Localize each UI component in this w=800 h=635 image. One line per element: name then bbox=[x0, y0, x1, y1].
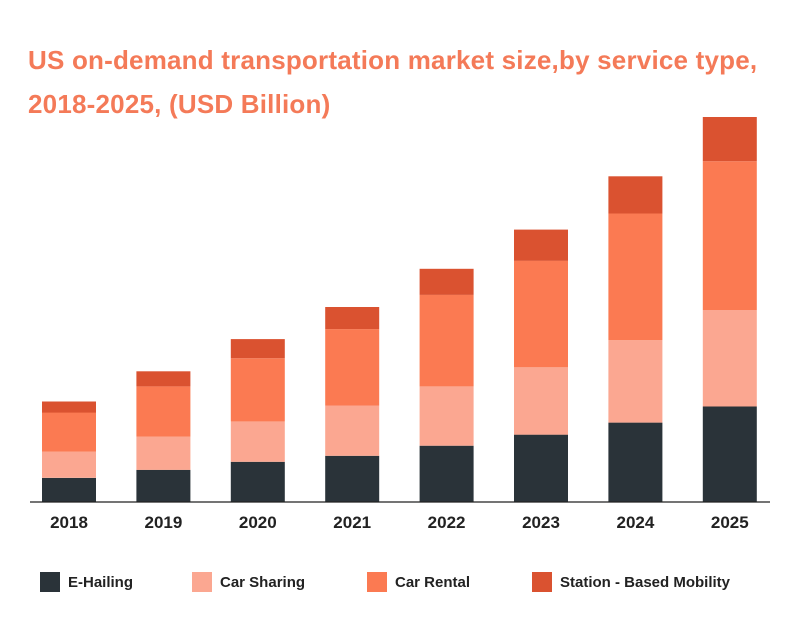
bar-2022-car-sharing bbox=[419, 386, 474, 446]
bar-2022-e-hailing bbox=[419, 445, 474, 502]
legend-swatch-car-rental bbox=[367, 572, 387, 592]
legend-item-e-hailing: E-Hailing bbox=[40, 570, 133, 594]
bar-2023-e-hailing bbox=[514, 434, 568, 502]
legend-label-e-hailing: E-Hailing bbox=[68, 573, 134, 591]
bar-2021-car-sharing bbox=[325, 405, 380, 456]
legend-item-car-rental: Car Rental bbox=[367, 570, 470, 594]
bar-2025-station-based-mobility bbox=[702, 117, 757, 162]
bar-2021-station-based-mobility bbox=[325, 307, 380, 330]
bar-2022-car-rental bbox=[419, 294, 474, 387]
bar-2020-e-hailing bbox=[230, 461, 285, 502]
x-tick-label-2023: 2023 bbox=[522, 513, 560, 532]
legend-swatch-car-sharing bbox=[192, 572, 212, 592]
bar-2023-car-sharing bbox=[514, 367, 568, 435]
legend-label-car-rental: Car Rental bbox=[395, 573, 471, 591]
bar-2023-station-based-mobility bbox=[514, 229, 568, 261]
bar-2018-e-hailing bbox=[42, 477, 96, 502]
legend-swatch-e-hailing bbox=[40, 572, 60, 592]
bar-2019-car-sharing bbox=[136, 436, 191, 470]
bar-2024-car-sharing bbox=[608, 340, 663, 423]
x-tick-label-2018: 2018 bbox=[50, 513, 88, 532]
bar-2024-e-hailing bbox=[608, 422, 663, 502]
x-tick-label-2022: 2022 bbox=[428, 513, 466, 532]
legend-swatch-station-based-mobility bbox=[532, 572, 552, 592]
bar-2019-car-rental bbox=[136, 386, 191, 437]
bar-2020-car-rental bbox=[230, 358, 285, 422]
bar-2025-car-sharing bbox=[702, 310, 757, 407]
stacked-bar-chart: 2018 2019 2020 2021 2022 2023 2024 2025 bbox=[30, 117, 770, 532]
legend-label-car-sharing: Car Sharing bbox=[220, 573, 306, 591]
bar-2021-e-hailing bbox=[325, 455, 380, 502]
x-tick-label-2019: 2019 bbox=[144, 513, 182, 532]
bars-group bbox=[42, 117, 757, 502]
x-tick-labels: 2018 2019 2020 2021 2022 2023 2024 2025 bbox=[50, 513, 749, 532]
x-tick-label-2025: 2025 bbox=[711, 513, 749, 532]
bar-2025-e-hailing bbox=[702, 406, 757, 502]
legend-label-station-based-mobility: Station - Based Mobility bbox=[560, 573, 731, 591]
bar-2021-car-rental bbox=[325, 329, 380, 406]
chart-title: US on-demand transportation market size,… bbox=[28, 45, 758, 119]
chart-legend: E-Hailing Car Sharing Car Rental Station… bbox=[0, 570, 800, 594]
bar-2023-car-rental bbox=[514, 260, 568, 368]
x-tick-label-2021: 2021 bbox=[333, 513, 371, 532]
bar-2024-station-based-mobility bbox=[608, 176, 663, 214]
bar-2018-car-rental bbox=[42, 412, 96, 452]
bar-2018-station-based-mobility bbox=[42, 401, 96, 413]
bar-2025-car-rental bbox=[702, 161, 757, 310]
bar-2020-station-based-mobility bbox=[230, 339, 285, 359]
bar-2019-station-based-mobility bbox=[136, 371, 191, 387]
bar-2024-car-rental bbox=[608, 213, 663, 341]
bar-2019-e-hailing bbox=[136, 469, 191, 502]
bar-2020-car-sharing bbox=[230, 421, 285, 462]
bar-2022-station-based-mobility bbox=[419, 268, 474, 295]
bar-2018-car-sharing bbox=[42, 451, 96, 478]
legend-item-station-based-mobility: Station - Based Mobility bbox=[532, 570, 730, 594]
x-tick-label-2024: 2024 bbox=[616, 513, 654, 532]
x-tick-label-2020: 2020 bbox=[239, 513, 277, 532]
legend-item-car-sharing: Car Sharing bbox=[192, 570, 305, 594]
